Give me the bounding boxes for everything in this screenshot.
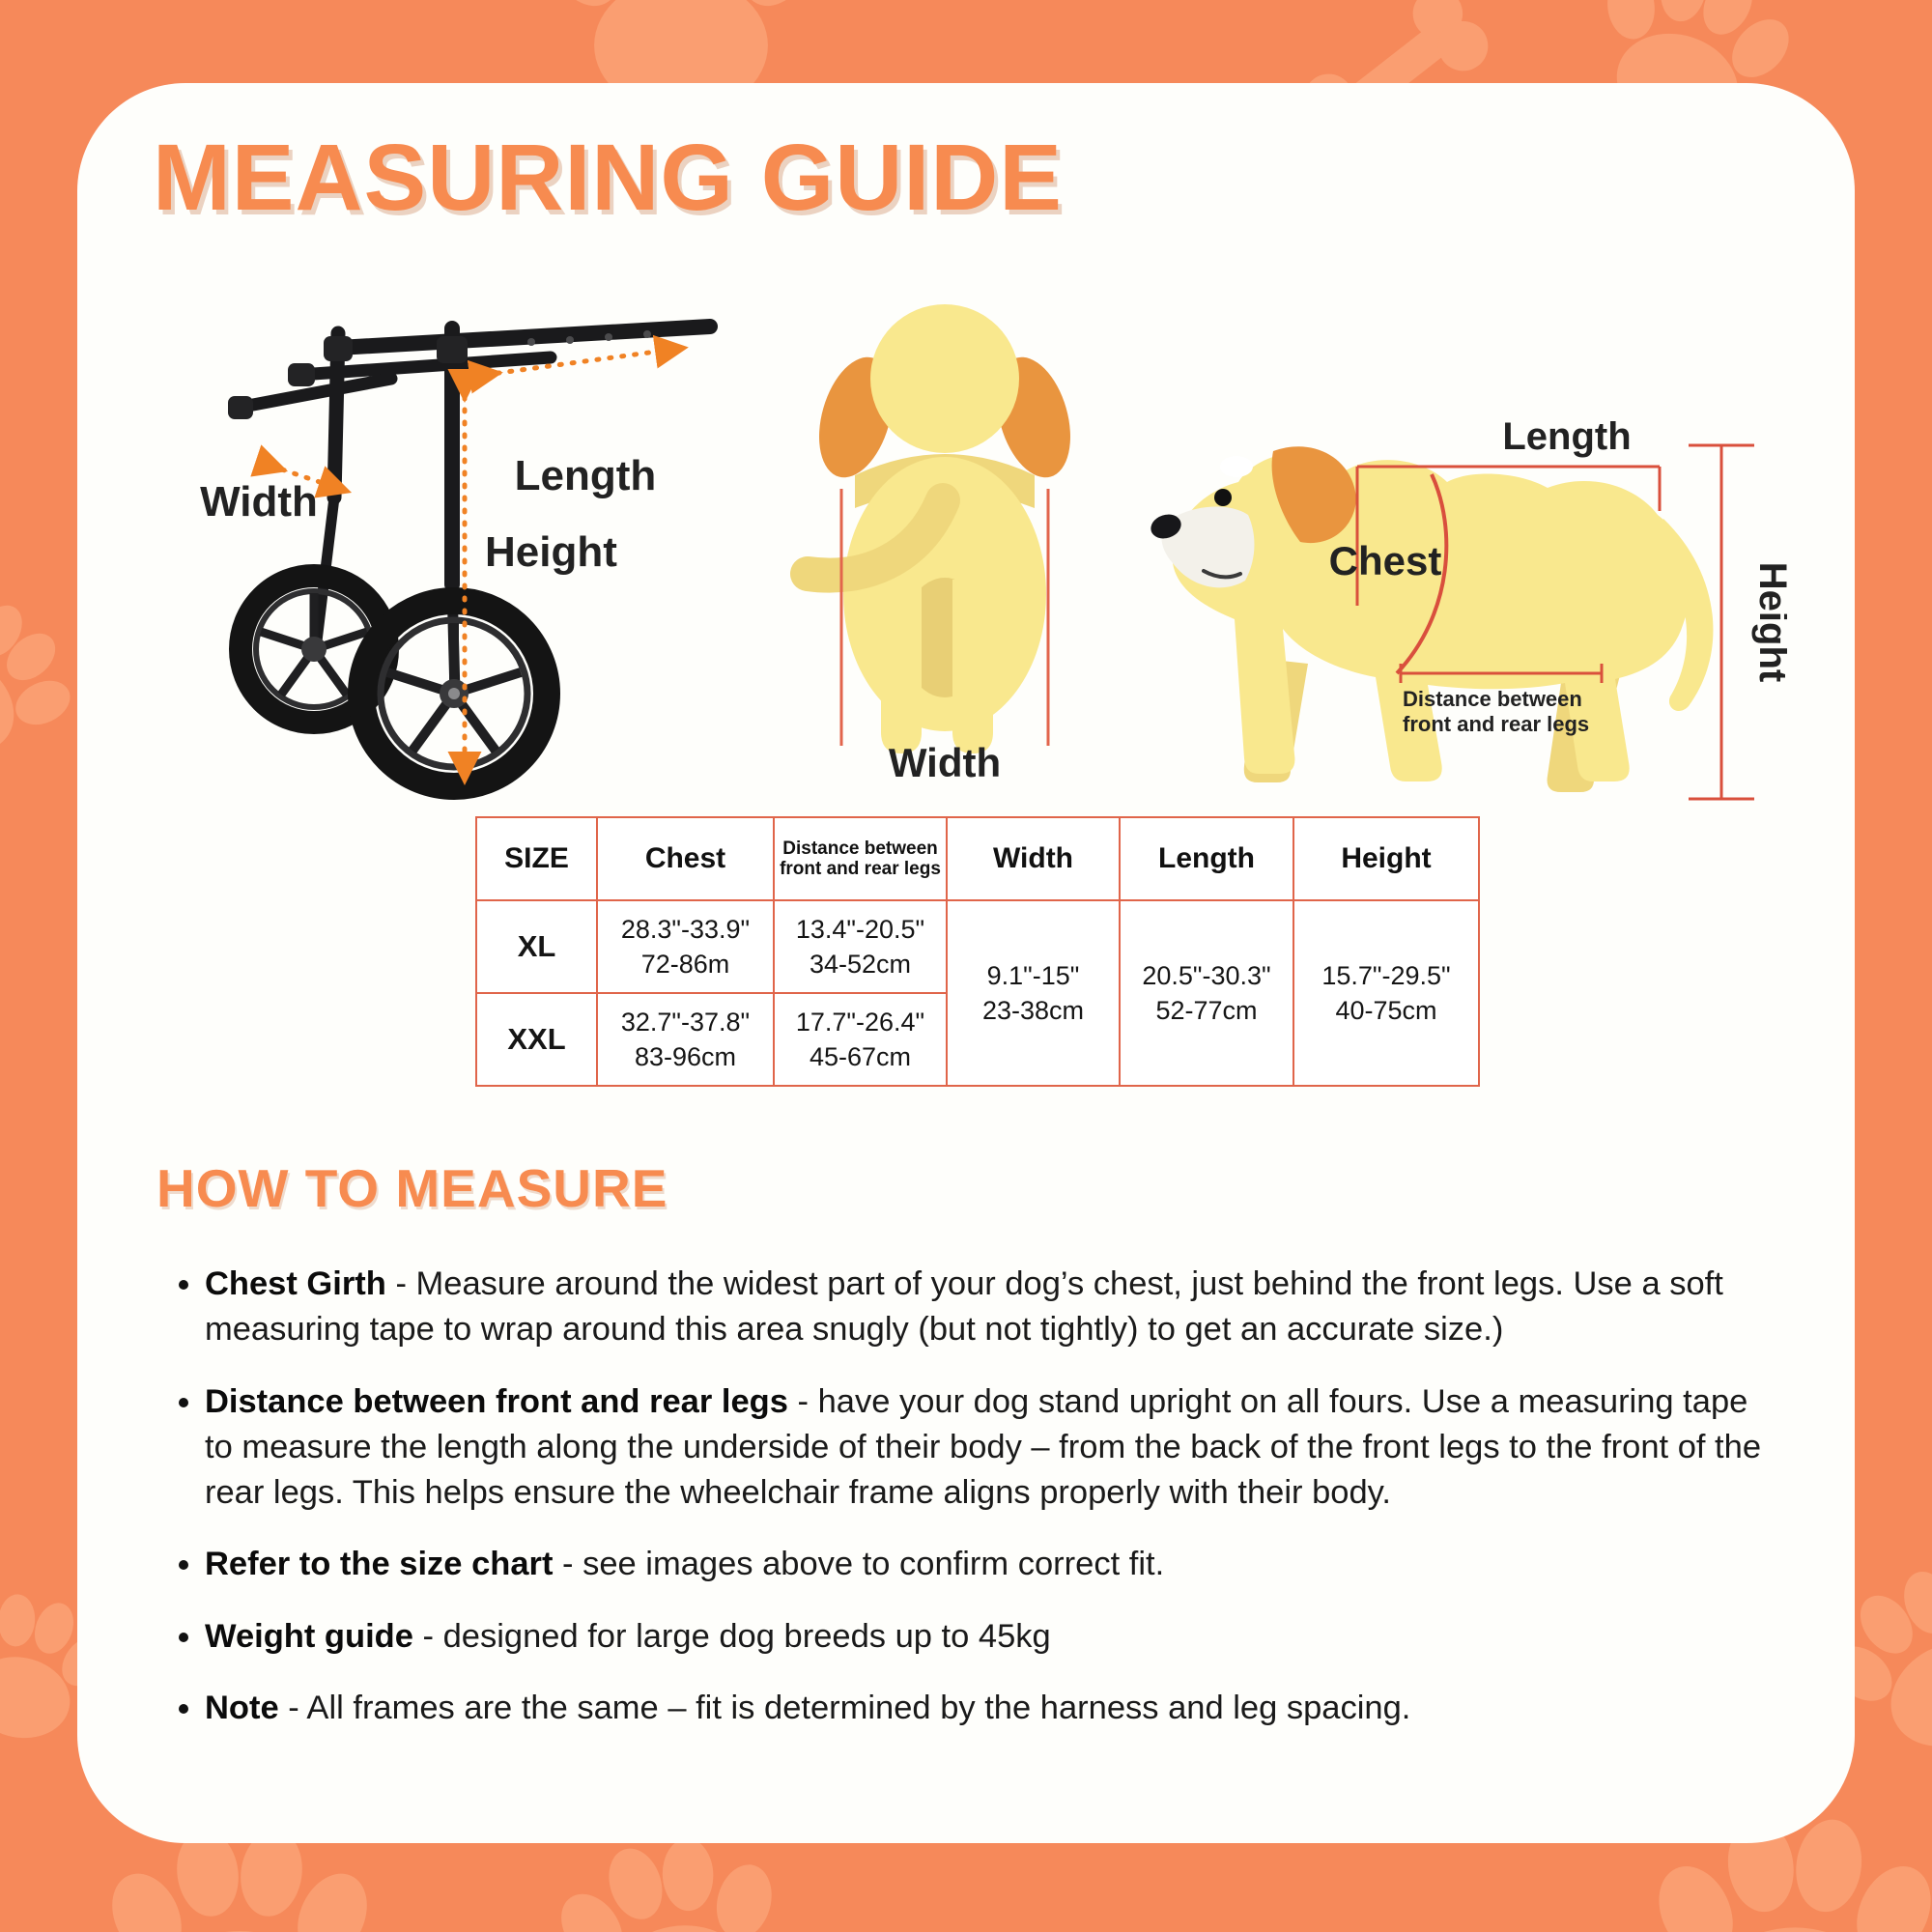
- wheelchair-measure-arrows: [250, 334, 689, 785]
- shared-height-inches: 15.7"-29.5": [1321, 960, 1451, 990]
- list-item-text: - designed for large dog breeds up to 45…: [412, 1617, 1051, 1655]
- list-item-label: Distance between front and rear legs: [205, 1382, 788, 1420]
- list-item-label: Weight guide: [205, 1617, 413, 1655]
- dog-side-view-diagram: Length Chest Distance between front and …: [1151, 415, 1787, 801]
- side-view-length-label: Length: [1502, 415, 1631, 458]
- list-item-text: - see images above to confirm correct fi…: [553, 1546, 1165, 1583]
- page-title: MEASURING GUIDE: [153, 125, 1063, 230]
- wheelchair-width-label: Width: [200, 478, 318, 526]
- size-table-row-xxl: XXL 32.7"-37.8" 83-96cm 17.7"-26.4" 45-6…: [475, 992, 1479, 1087]
- chest-girth-line: [1395, 473, 1449, 675]
- shared-width-cm: 23-38cm: [981, 996, 1085, 1025]
- shared-width-inches: 9.1"-15": [986, 960, 1080, 990]
- size-table-header-length: Length: [1119, 816, 1294, 901]
- shared-length-cm: 52-77cm: [1155, 996, 1258, 1025]
- shared-width-cell: 9.1"-15" 23-38cm: [946, 899, 1121, 1087]
- size-table-header-row: SIZE Chest Distance between front and re…: [475, 816, 1480, 901]
- size-xl-cell: XL: [475, 899, 598, 994]
- back-view-dog-illustration: [790, 304, 1070, 753]
- right-wheel: [348, 587, 560, 800]
- size-table: SIZE Chest Distance between front and re…: [475, 816, 1480, 1087]
- side-view-height-label: Height: [1751, 562, 1787, 682]
- xl-distance-inches: 13.4"-20.5": [795, 914, 925, 944]
- wheelchair-length-label: Length: [515, 452, 657, 499]
- xxl-chest-cm: 83-96cm: [634, 1042, 737, 1071]
- xl-chest-inches: 28.3"-33.9": [620, 914, 751, 944]
- how-to-measure-heading: HOW TO MEASURE: [156, 1158, 668, 1218]
- xxl-distance-cm: 45-67cm: [809, 1042, 912, 1071]
- size-table-header-distance: Distance between front and rear legs: [773, 816, 948, 901]
- size-table-header-width: Width: [946, 816, 1121, 901]
- wheelchair-diagram: Length Width Height: [200, 319, 718, 800]
- shared-height-cell: 15.7"-29.5" 40-75cm: [1293, 899, 1480, 1087]
- xl-distance-cm: 34-52cm: [809, 950, 912, 979]
- back-view-width-lines: [839, 489, 1050, 746]
- list-item-text: - All frames are the same – fit is deter…: [278, 1689, 1411, 1726]
- list-item-distance: Distance between front and rear legs - h…: [205, 1379, 1777, 1517]
- list-item-text: - Measure around the widest part of your…: [205, 1265, 1723, 1349]
- xl-distance-cell: 13.4"-20.5" 34-52cm: [773, 899, 948, 994]
- back-view-width-label: Width: [889, 740, 1001, 785]
- xxl-distance-inches: 17.7"-26.4": [795, 1007, 925, 1037]
- list-item-label: Chest Girth: [205, 1265, 386, 1302]
- side-view-chest-label: Chest: [1329, 538, 1442, 583]
- list-item-label: Note: [205, 1689, 279, 1726]
- shared-length-cell: 20.5"-30.3" 52-77cm: [1119, 899, 1294, 1087]
- wheelchair-height-label: Height: [485, 528, 617, 576]
- list-item-label: Refer to the size chart: [205, 1546, 554, 1583]
- xl-chest-cm: 72-86m: [640, 950, 730, 979]
- size-table-header-size: SIZE: [475, 816, 598, 901]
- side-view-measure-lines: [1355, 443, 1754, 801]
- how-to-measure-list: Chest Girth - Measure around the widest …: [162, 1262, 1777, 1757]
- list-item-size-chart: Refer to the size chart - see images abo…: [205, 1542, 1777, 1587]
- dog-back-view-diagram: Width: [790, 304, 1070, 785]
- list-item-chest-girth: Chest Girth - Measure around the widest …: [205, 1262, 1777, 1353]
- side-view-distance-label-line1: Distance between: [1403, 687, 1582, 711]
- xxl-distance-cell: 17.7"-26.4" 45-67cm: [773, 992, 948, 1087]
- side-view-distance-label-line2: front and rear legs: [1403, 712, 1589, 736]
- list-item-weight-guide: Weight guide - designed for large dog br…: [205, 1614, 1777, 1660]
- left-wheel: [229, 564, 399, 734]
- wheelchair-frame-joints: [228, 330, 651, 419]
- list-item-note: Note - All frames are the same – fit is …: [205, 1686, 1777, 1731]
- shared-length-inches: 20.5"-30.3": [1142, 960, 1271, 990]
- size-table-header-height: Height: [1293, 816, 1480, 901]
- xl-chest-cell: 28.3"-33.9" 72-86m: [596, 899, 775, 994]
- size-xxl-cell: XXL: [475, 992, 598, 1087]
- list-item-text: - have your dog stand upright on all fou…: [205, 1382, 1762, 1512]
- shared-height-cm: 40-75cm: [1335, 996, 1437, 1025]
- xxl-chest-inches: 32.7"-37.8": [620, 1007, 751, 1037]
- size-table-header-chest: Chest: [596, 816, 775, 901]
- xxl-chest-cell: 32.7"-37.8" 83-96cm: [596, 992, 775, 1087]
- size-table-row-xl: XL 28.3"-33.9" 72-86m 13.4"-20.5" 34-52c…: [475, 899, 1480, 1087]
